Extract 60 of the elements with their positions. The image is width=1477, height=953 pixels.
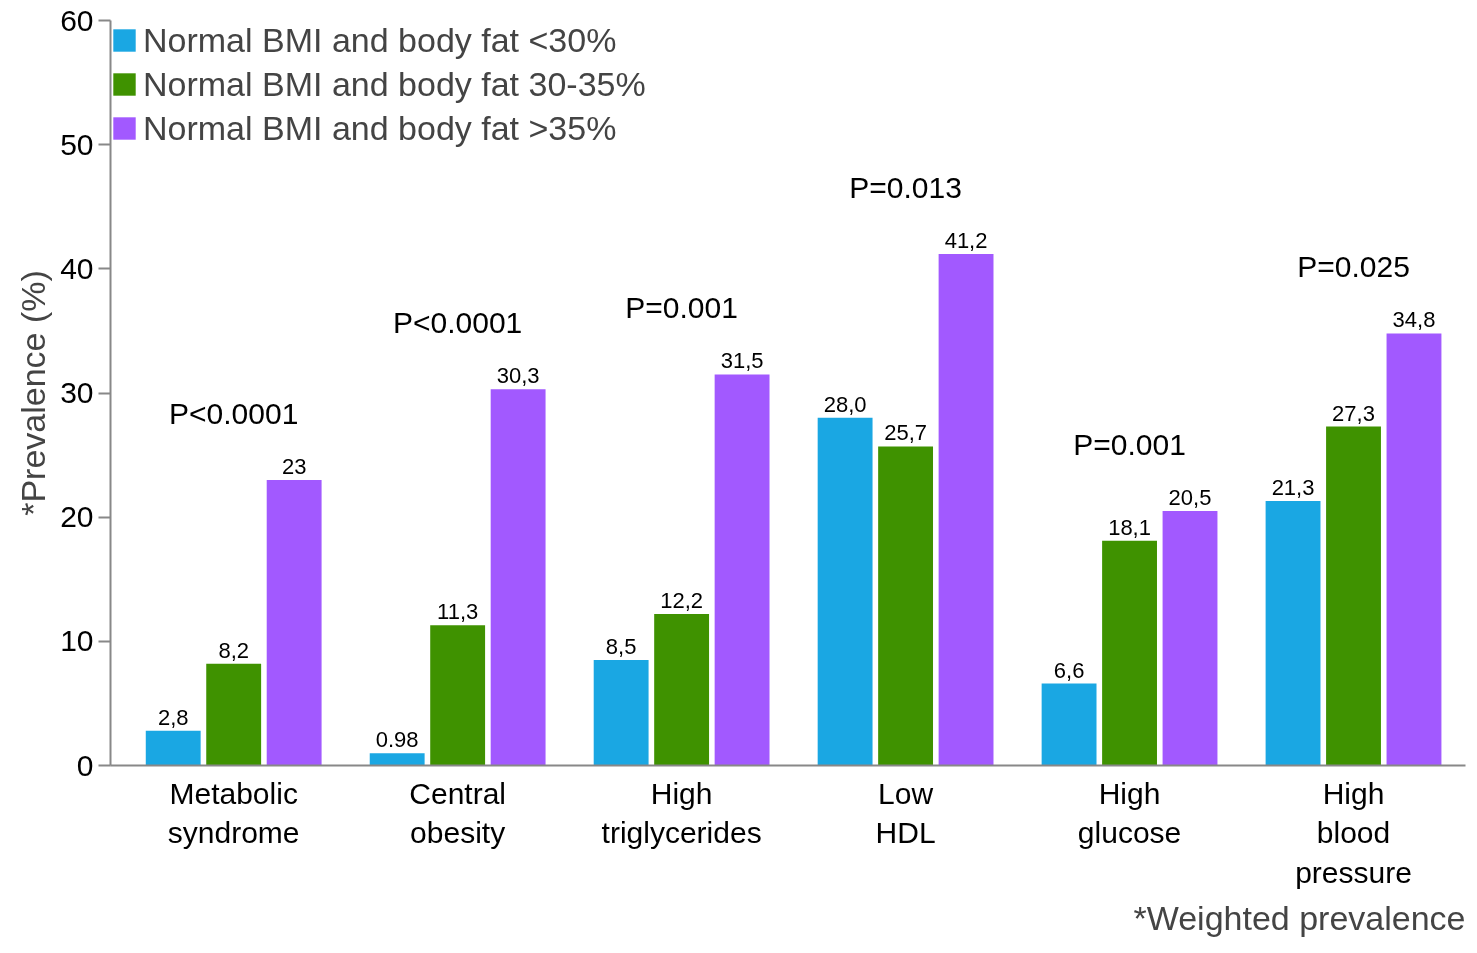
bar — [369, 753, 425, 766]
data-label: 27,3 — [1332, 400, 1375, 426]
bar — [817, 417, 873, 766]
text: *Weighted prevalence — [1133, 898, 1466, 937]
y-tick-label: 0 — [76, 748, 94, 782]
data-label: 12,2 — [660, 588, 704, 614]
bar — [1102, 540, 1157, 766]
x-tick-label: High blood pressure — [1295, 776, 1412, 889]
y-tick-label: 10 — [60, 624, 94, 658]
y-axis-title: *Prevalence (%) — [14, 270, 53, 516]
data-label: 41,2 — [944, 227, 988, 253]
y-tick-label: 30 — [60, 376, 94, 409]
annotation: P=0.001 — [1073, 427, 1186, 461]
legend-label: Normal BMI and body fat 30-35% — [143, 64, 646, 104]
data-label: 8,5 — [605, 633, 637, 659]
annotation: P=0.001 — [625, 291, 738, 325]
data-label: 8,2 — [218, 637, 249, 663]
data-label: 23 — [281, 453, 307, 479]
bar — [206, 663, 262, 766]
bar — [266, 479, 322, 766]
bar — [1265, 501, 1321, 766]
data-label: 2,8 — [157, 704, 189, 730]
data-label: 28,0 — [823, 391, 867, 417]
x-tick-label: High glucose — [1077, 776, 1182, 850]
bar — [1386, 333, 1442, 766]
bar — [714, 374, 770, 766]
bar — [145, 730, 201, 766]
data-label: 34,8 — [1392, 307, 1436, 333]
y-tick-label: 20 — [60, 500, 94, 534]
annotation: P=0.025 — [1297, 250, 1410, 284]
legend-label: Normal BMI and body fat <30% — [143, 20, 617, 60]
x-tick-label: High triglycerides — [601, 776, 762, 850]
data-label: 31,5 — [720, 348, 764, 374]
annotation: P<0.0001 — [169, 396, 299, 430]
y-tick-label: 40 — [60, 251, 94, 285]
bar — [490, 389, 546, 766]
data-label: 20,5 — [1168, 484, 1212, 510]
legend-label: Normal BMI and body fat >35% — [143, 108, 617, 148]
y-tick-label: 50 — [60, 127, 94, 161]
bar — [1162, 510, 1218, 766]
bar — [593, 659, 649, 766]
data-label: 0.98 — [375, 727, 419, 753]
bar — [938, 253, 994, 766]
x-tick-label: Metabolic syndrome — [167, 776, 300, 850]
x-tick-label: Low HDL — [875, 776, 936, 850]
data-label: 30,3 — [496, 363, 540, 389]
annotation: P<0.0001 — [393, 306, 523, 340]
bar — [1041, 683, 1097, 766]
data-label: 18,1 — [1108, 514, 1151, 540]
bar — [878, 446, 934, 766]
data-label: 25,7 — [884, 420, 927, 446]
y-tick-label: 60 — [60, 3, 94, 37]
bar — [430, 625, 486, 766]
x-tick-label: Central obesity — [409, 776, 507, 850]
data-label: 6,6 — [1053, 657, 1085, 683]
bar — [1326, 426, 1381, 766]
data-label: 11,3 — [437, 599, 479, 625]
data-label: 21,3 — [1271, 475, 1315, 501]
annotation: P=0.013 — [849, 170, 962, 204]
bar — [654, 614, 710, 766]
